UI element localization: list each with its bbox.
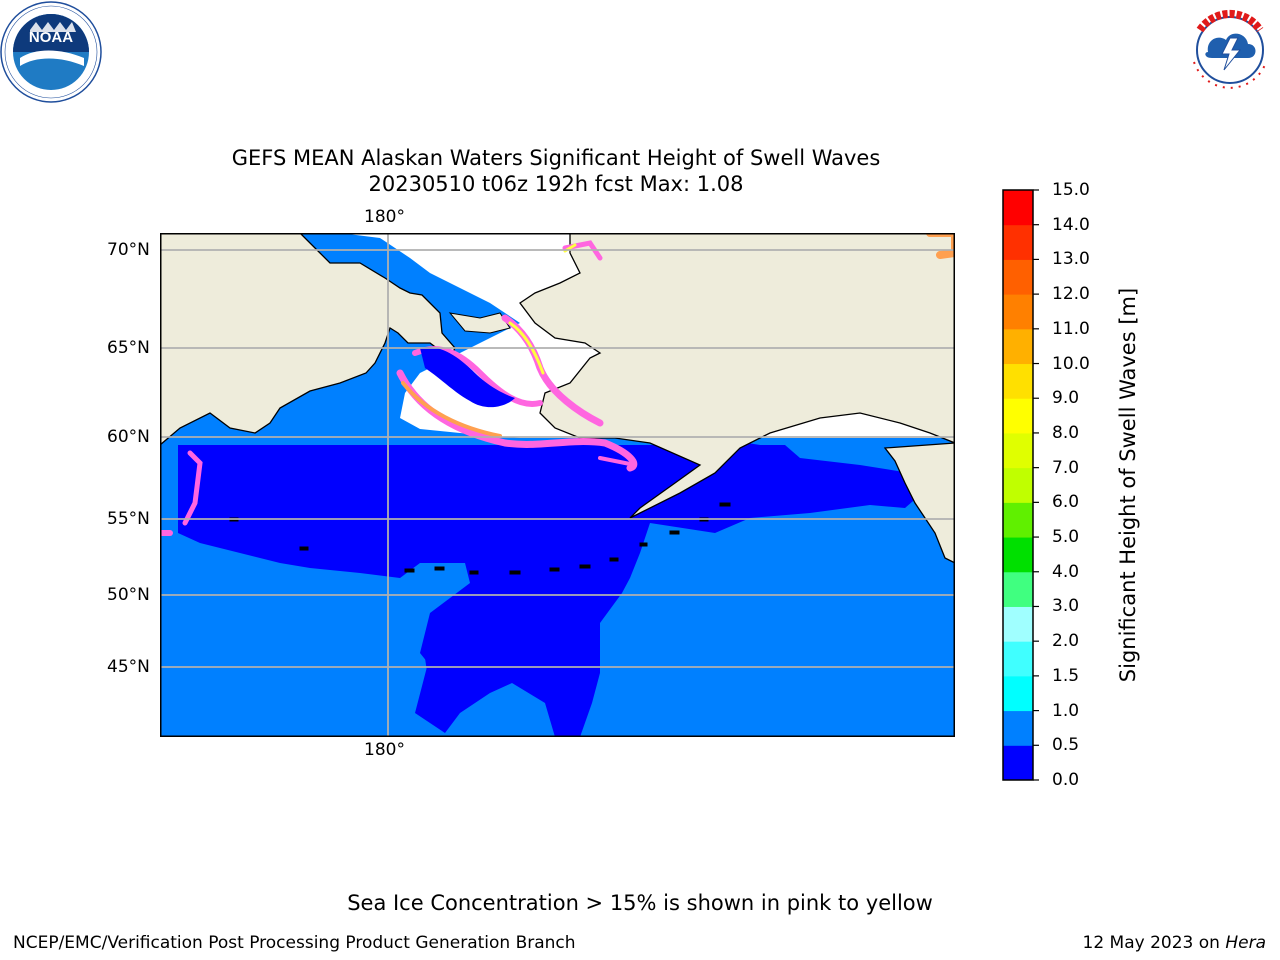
lat-label-60n: 60°N [107,427,150,447]
colorbar-tick-label: 1.0 [1052,700,1080,721]
colorbar-segment [1003,745,1033,781]
colorbar-border [1002,189,1034,781]
colorbar-tick-label: 10.0 [1052,353,1090,374]
colorbar-tick-label: 6.0 [1052,492,1080,513]
colorbar-tick-label: 7.0 [1052,457,1080,478]
footer-date: 12 May 2023 on Hera [1083,933,1267,953]
noaa-logo-text: NOAA [29,29,73,46]
inner-bay-low-swell [420,347,515,408]
chart-title-line2: 20230510 t06z 192h fcst Max: 1.08 [368,172,744,196]
colorbar-tick-label: 2.0 [1052,631,1080,652]
colorbar-tick-label: 15.0 [1052,180,1090,200]
lat-label-50n: 50°N [107,585,150,605]
colorbar-tick-label: 0.5 [1052,735,1080,756]
noaa-logo: NOAA [0,1,102,103]
footer-machine: Hera [1225,933,1266,953]
colorbar-segment [1003,363,1033,399]
colorbar-segment [1003,537,1033,573]
colorbar-segment [1003,502,1033,538]
lat-label-45n: 45°N [107,657,150,677]
colorbar-segment [1003,675,1033,712]
colorbar-segment [1003,467,1033,503]
low-swell-patch-mid [425,651,480,703]
colorbar-segment [1003,259,1033,295]
colorbar-segment [1003,398,1033,434]
colorbar-segment [1003,328,1033,365]
land-seward [448,312,511,334]
map-border [160,233,955,737]
colorbar-segment [1003,294,1033,330]
colorbar-segment [1003,571,1033,607]
nws-logo [1182,2,1278,98]
lat-label-55n: 55°N [107,509,150,529]
colorbar-segment [1003,641,1033,677]
colorbar-tick-label: 3.0 [1052,596,1080,617]
colorbar-segment [1003,224,1033,260]
colorbar-segment [1003,606,1033,642]
colorbar-label: Significant Height of Swell Waves [m] [1116,287,1140,683]
footer-date-text: 12 May 2023 on [1082,933,1226,953]
colorbar-tick-label: 4.0 [1052,561,1080,582]
colorbar-tick-label: 9.0 [1052,388,1080,409]
colorbar-segment [1003,710,1033,746]
colorbar-tick-label: 8.0 [1052,422,1080,443]
chart-title-line1: GEFS MEAN Alaskan Waters Significant Hei… [231,146,881,170]
lat-label-70n: 70°N [107,240,150,260]
colorbar-tick-label: 12.0 [1052,284,1090,305]
map-panel [160,233,955,737]
colorbar-segment [1003,432,1033,469]
colorbar-tick-label: 11.0 [1052,318,1090,339]
colorbar-segment [1003,190,1033,226]
colorbar-tick-label: 14.0 [1052,214,1090,235]
lat-label-65n: 65°N [107,338,150,358]
footer-credit: NCEP/EMC/Verification Post Processing Pr… [13,933,576,953]
colorbar-tick-label: 1.5 [1052,665,1080,686]
low-swell-patch-south [520,613,590,703]
land-siberia [160,233,456,446]
colorbar-tick-label: 13.0 [1052,249,1090,270]
colorbar-tick-label: 5.0 [1052,527,1080,548]
colorbar-tick-label: 0.0 [1052,770,1080,790]
lon-label-top: 180° [364,207,405,227]
low-swell-region [178,441,920,737]
lon-label-bottom: 180° [364,740,405,760]
sea-ice-note: Sea Ice Concentration > 15% is shown in … [347,891,933,915]
land-alaska [519,233,955,519]
colorbar [1002,189,1039,781]
graticule [160,233,955,737]
land-canada [883,233,955,564]
